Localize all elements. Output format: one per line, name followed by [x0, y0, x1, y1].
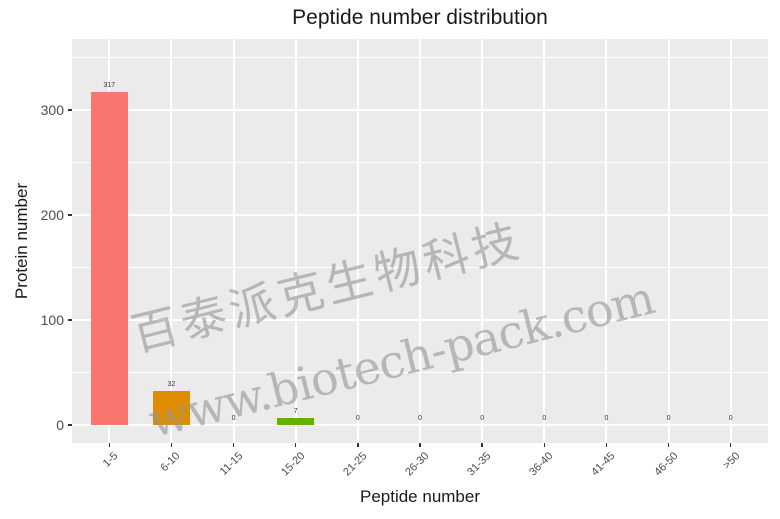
x-tick [357, 443, 359, 447]
x-tick [419, 443, 421, 447]
x-tick-label: 6-10 [158, 450, 183, 475]
y-tick [68, 214, 72, 216]
x-tick [605, 443, 608, 447]
x-tick-label: 21-25 [340, 450, 370, 479]
x-tick [294, 443, 297, 447]
x-tick-label: 31-35 [465, 450, 494, 479]
bar-value-label: 0 [480, 415, 485, 422]
plot-panel: 317 32 0 7 0 0 0 0 0 0 0 [72, 39, 768, 443]
x-tick-label: 46-50 [651, 450, 681, 479]
y-tick-label: 300 [40, 102, 64, 118]
x-tick-label: >50 [720, 450, 743, 472]
y-tick [68, 109, 72, 111]
vertical-gridline [419, 39, 421, 443]
x-tick [481, 443, 483, 447]
x-tick [108, 443, 111, 447]
x-tick [667, 443, 670, 447]
bar-value-label: 0 [728, 415, 733, 422]
x-tick-label: 1-5 [101, 450, 121, 470]
x-tick [729, 443, 732, 447]
y-tick-label: 200 [40, 207, 64, 223]
x-tick-label: 41-45 [589, 450, 618, 479]
x-axis-title: Peptide number [359, 487, 481, 506]
x-tick-label: 36-40 [527, 450, 556, 479]
bar-value-label: 32 [167, 381, 176, 389]
bar-value-label: 0 [542, 415, 547, 422]
bar-value-label: 0 [666, 415, 671, 422]
x-tick [170, 443, 173, 447]
bar-value-label: 317 [103, 82, 116, 90]
vertical-gridline [294, 39, 297, 443]
vertical-gridline [605, 39, 608, 443]
y-axis-title: Protein number [12, 182, 31, 300]
vertical-gridline [667, 39, 670, 443]
bar-value-label: 0 [604, 415, 609, 422]
bar-15-20 [277, 417, 315, 425]
vertical-gridline [170, 39, 173, 443]
x-tick-label: 15-20 [278, 450, 308, 479]
bar-1-5 [90, 92, 128, 425]
vertical-gridline [729, 39, 732, 443]
bar-6-10 [152, 391, 191, 425]
chart-title: Peptide number distribution [292, 6, 548, 29]
vertical-gridline [481, 39, 484, 443]
x-tick-label: 26-30 [403, 450, 432, 479]
x-tick-label: 11-15 [217, 450, 246, 478]
vertical-gridline [356, 39, 359, 443]
bar-value-label: 7 [293, 407, 298, 415]
bar-value-label: 0 [355, 415, 360, 422]
y-tick [68, 424, 72, 426]
x-tick [543, 443, 546, 447]
vertical-gridline [543, 39, 546, 443]
y-tick-label: 100 [40, 312, 64, 328]
vertical-gridline [232, 39, 235, 443]
y-tick [68, 319, 72, 321]
bar-value-label: 0 [418, 415, 422, 422]
x-tick [232, 443, 235, 447]
y-tick-label: 0 [56, 417, 64, 433]
bar-value-label: 0 [231, 415, 236, 422]
